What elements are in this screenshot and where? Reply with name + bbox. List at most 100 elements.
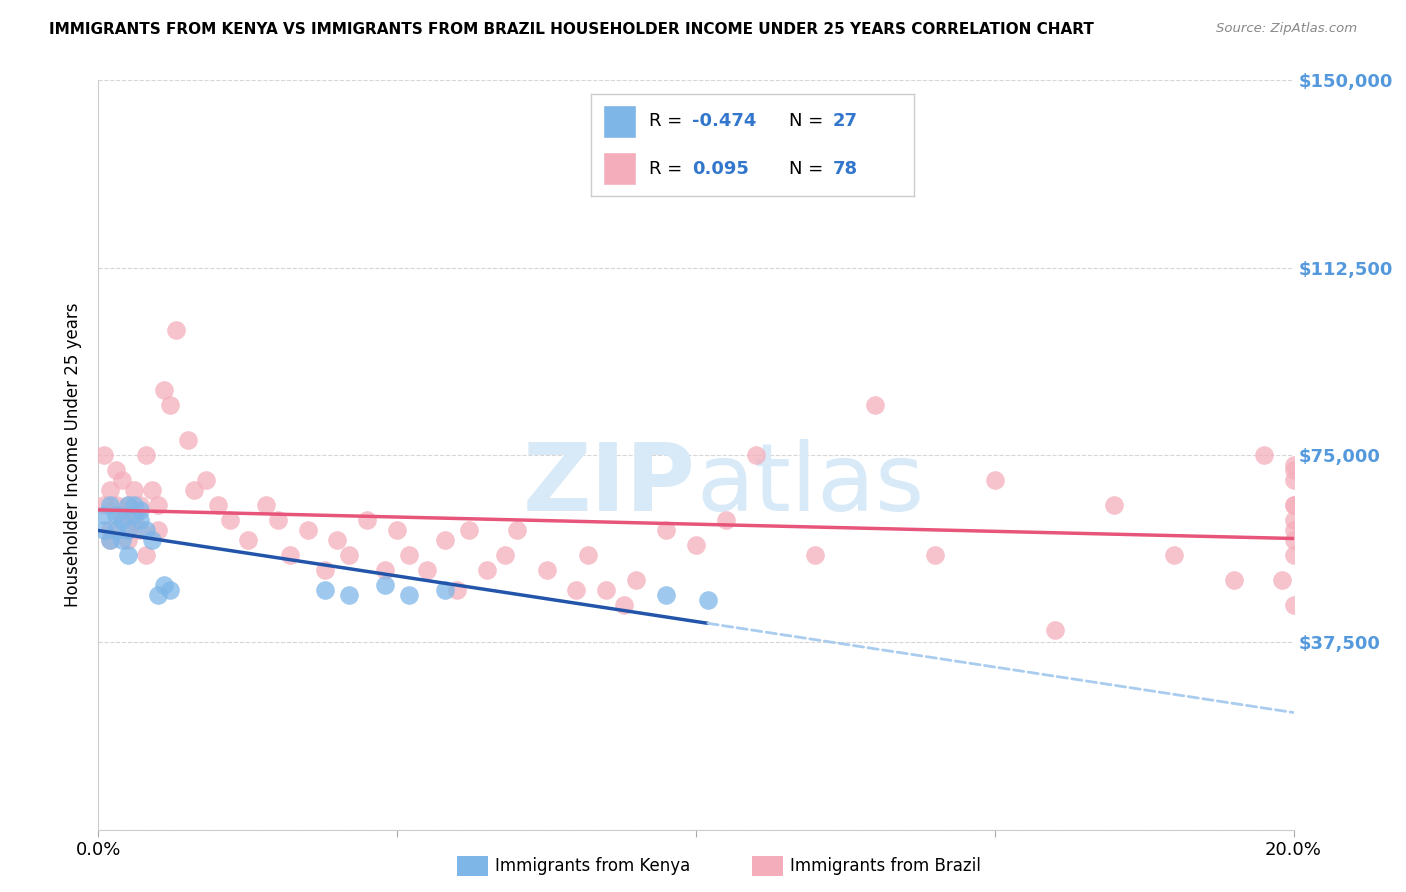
- Point: [135, 523, 157, 537]
- Point: [111, 508, 134, 522]
- Point: [374, 563, 396, 577]
- Point: [924, 548, 946, 562]
- Point: [1282, 513, 1305, 527]
- Point: [655, 523, 678, 537]
- Point: [117, 533, 139, 547]
- Point: [124, 483, 146, 497]
- Point: [105, 508, 128, 522]
- Text: Immigrants from Brazil: Immigrants from Brazil: [790, 857, 981, 875]
- Point: [1282, 548, 1305, 562]
- Point: [745, 448, 768, 462]
- Point: [93, 523, 115, 537]
- Point: [697, 592, 720, 607]
- Point: [207, 498, 229, 512]
- Point: [1282, 473, 1305, 487]
- Text: ZIP: ZIP: [523, 439, 696, 531]
- Y-axis label: Householder Income Under 25 years: Householder Income Under 25 years: [65, 302, 83, 607]
- Text: IMMIGRANTS FROM KENYA VS IMMIGRANTS FROM BRAZIL HOUSEHOLDER INCOME UNDER 25 YEAR: IMMIGRANTS FROM KENYA VS IMMIGRANTS FROM…: [49, 22, 1094, 37]
- Point: [111, 473, 134, 487]
- Point: [685, 538, 707, 552]
- Point: [1253, 448, 1275, 462]
- Point: [1282, 498, 1305, 512]
- Point: [865, 398, 887, 412]
- Point: [315, 563, 337, 577]
- Text: R =: R =: [648, 160, 688, 178]
- Point: [105, 463, 128, 477]
- Point: [93, 508, 115, 522]
- Point: [1282, 533, 1305, 547]
- Point: [98, 498, 122, 512]
- Point: [1163, 548, 1185, 562]
- Point: [613, 598, 636, 612]
- Text: N =: N =: [789, 160, 830, 178]
- Point: [1282, 458, 1305, 472]
- Point: [124, 508, 146, 522]
- Point: [148, 588, 170, 602]
- Point: [356, 513, 378, 527]
- Text: N =: N =: [789, 112, 830, 130]
- Point: [475, 563, 498, 577]
- Point: [153, 383, 176, 397]
- Point: [117, 498, 139, 512]
- Point: [416, 563, 439, 577]
- Bar: [603, 105, 636, 137]
- Point: [105, 523, 128, 537]
- Point: [339, 548, 361, 562]
- Point: [117, 523, 139, 537]
- Point: [183, 483, 205, 497]
- Point: [159, 398, 181, 412]
- Point: [1282, 523, 1305, 537]
- Point: [129, 523, 152, 537]
- Point: [141, 533, 163, 547]
- Point: [494, 548, 516, 562]
- Point: [165, 323, 187, 337]
- Point: [1282, 463, 1305, 477]
- Point: [236, 533, 259, 547]
- Point: [434, 533, 457, 547]
- Point: [195, 473, 218, 487]
- Point: [278, 548, 301, 562]
- Point: [219, 513, 242, 527]
- Point: [536, 563, 558, 577]
- Point: [398, 588, 420, 602]
- Point: [98, 533, 122, 547]
- Text: 27: 27: [832, 112, 858, 130]
- Point: [124, 513, 146, 527]
- Point: [458, 523, 481, 537]
- Point: [1104, 498, 1126, 512]
- Point: [117, 548, 139, 562]
- Point: [1223, 573, 1246, 587]
- Point: [98, 483, 122, 497]
- Point: [297, 523, 319, 537]
- Point: [111, 513, 134, 527]
- Bar: [603, 153, 636, 185]
- Point: [506, 523, 529, 537]
- Point: [117, 498, 139, 512]
- Point: [111, 533, 134, 547]
- Point: [129, 513, 152, 527]
- Point: [98, 523, 122, 537]
- Point: [1043, 623, 1066, 637]
- Point: [1282, 598, 1305, 612]
- Point: [129, 503, 152, 517]
- Point: [595, 582, 617, 597]
- Point: [153, 578, 176, 592]
- Point: [434, 582, 457, 597]
- Point: [254, 498, 277, 512]
- Point: [315, 582, 337, 597]
- Point: [159, 582, 181, 597]
- Point: [124, 498, 146, 512]
- Text: Immigrants from Kenya: Immigrants from Kenya: [495, 857, 690, 875]
- Point: [714, 513, 737, 527]
- Point: [655, 588, 678, 602]
- Point: [177, 433, 200, 447]
- Point: [1271, 573, 1294, 587]
- Point: [135, 448, 157, 462]
- Point: [385, 523, 409, 537]
- Point: [105, 498, 128, 512]
- Point: [626, 573, 648, 587]
- Point: [129, 498, 152, 512]
- Point: [141, 483, 163, 497]
- Point: [93, 498, 115, 512]
- Point: [804, 548, 827, 562]
